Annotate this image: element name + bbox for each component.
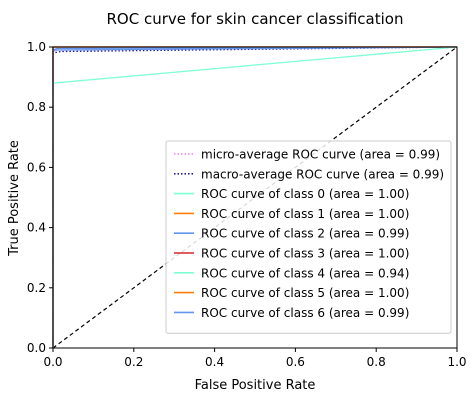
x-tick-label: 0.2 [124, 355, 143, 369]
legend-label-3: ROC curve of class 1 (area = 1.00) [201, 207, 409, 221]
legend-label-5: ROC curve of class 3 (area = 1.00) [201, 247, 409, 261]
y-tick-label: 0.4 [27, 221, 46, 235]
legend-label-2: ROC curve of class 0 (area = 1.00) [201, 187, 409, 201]
y-tick-label: 1.0 [27, 40, 46, 54]
y-tick-label: 0.2 [27, 281, 46, 295]
y-tick-label: 0.6 [27, 160, 46, 174]
legend-label-7: ROC curve of class 5 (area = 1.00) [201, 286, 409, 300]
y-axis-label: True Positive Rate [7, 140, 22, 257]
chart-title: ROC curve for skin cancer classification [107, 10, 404, 28]
x-tick-label: 0.6 [286, 355, 305, 369]
legend: micro-average ROC curve (area = 0.99) mac… [165, 140, 452, 334]
legend-label-0: micro-average ROC curve (area = 0.99) [201, 148, 440, 162]
y-tick-label: 0.0 [27, 341, 46, 355]
legend-label-8: ROC curve of class 6 (area = 0.99) [201, 306, 409, 320]
x-tick-label: 0.0 [43, 355, 62, 369]
legend-label-6: ROC curve of class 4 (area = 0.94) [201, 266, 409, 280]
y-axis-label-group: True Positive Rate [7, 140, 22, 257]
plot-frame [52, 46, 458, 349]
x-axis-label: False Positive Rate [195, 378, 316, 393]
legend-box [165, 140, 452, 334]
x-tick-label: 0.8 [367, 355, 386, 369]
x-tick-label: 0.4 [205, 355, 224, 369]
legend-label-1: macro-average ROC curve (area = 0.99) [201, 167, 444, 181]
x-tick-label: 1.0 [447, 355, 466, 369]
legend-label-4: ROC curve of class 2 (area = 0.99) [201, 227, 409, 241]
y-tick-label: 0.8 [27, 100, 46, 114]
ticks-layer: 0.0 0.2 0.4 0.6 0.8 1.0 0.0 0.2 0.4 0.6 0.8 1.0 [27, 40, 467, 369]
